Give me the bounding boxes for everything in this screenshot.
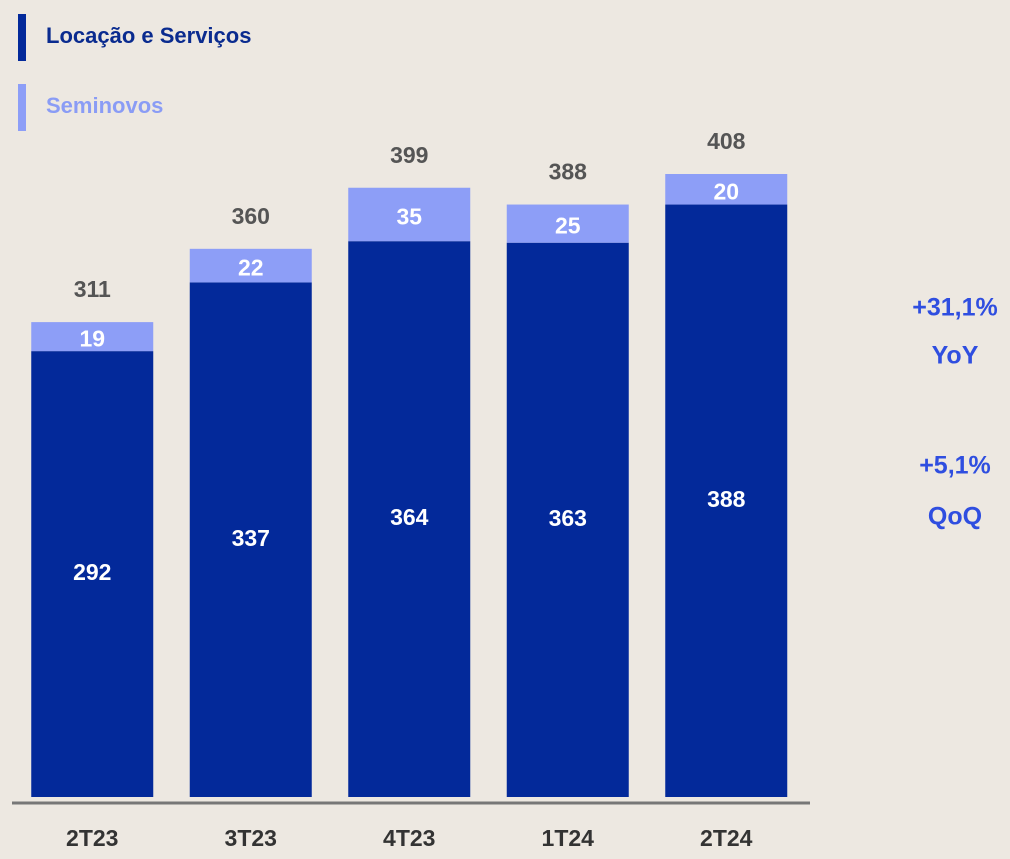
legend-label: Seminovos bbox=[46, 93, 163, 118]
value-label: 25 bbox=[555, 213, 581, 239]
bar-segment bbox=[31, 351, 154, 797]
total-label: 408 bbox=[707, 128, 746, 154]
annotation: +31,1% bbox=[912, 294, 998, 322]
x-tick-label: 3T23 bbox=[225, 825, 277, 851]
bar-segment bbox=[665, 174, 788, 205]
x-tick-label: 1T24 bbox=[542, 825, 595, 851]
bar-segment bbox=[665, 204, 788, 798]
total-label: 311 bbox=[74, 276, 111, 302]
x-tick-label: 4T23 bbox=[383, 825, 435, 851]
annotation: QoQ bbox=[928, 503, 982, 531]
value-label: 19 bbox=[79, 326, 105, 352]
annotation: +5,1% bbox=[919, 452, 991, 480]
value-label: 20 bbox=[713, 178, 739, 204]
total-label: 399 bbox=[390, 142, 428, 168]
legend-swatch bbox=[18, 84, 26, 131]
bar-segment bbox=[348, 241, 471, 797]
total-label: 388 bbox=[549, 159, 588, 185]
bar-segment bbox=[189, 282, 312, 798]
value-label: 337 bbox=[232, 525, 270, 551]
bar-segment bbox=[506, 242, 629, 797]
total-label: 360 bbox=[232, 203, 270, 229]
value-label: 35 bbox=[396, 204, 422, 230]
annotation: YoY bbox=[932, 342, 979, 370]
legend-label: Locação e Serviços bbox=[46, 23, 251, 48]
value-label: 363 bbox=[549, 505, 587, 531]
x-tick-label: 2T23 bbox=[66, 825, 118, 851]
bar-segment bbox=[506, 204, 629, 243]
bar-segment bbox=[31, 322, 154, 352]
x-tick-label: 2T24 bbox=[700, 825, 753, 851]
bar-segment bbox=[189, 248, 312, 283]
bar-segment bbox=[348, 187, 471, 242]
value-label: 22 bbox=[238, 255, 264, 281]
legend-swatch bbox=[18, 14, 26, 61]
value-label: 292 bbox=[73, 559, 111, 585]
value-label: 388 bbox=[707, 486, 746, 512]
value-label: 364 bbox=[390, 504, 429, 530]
